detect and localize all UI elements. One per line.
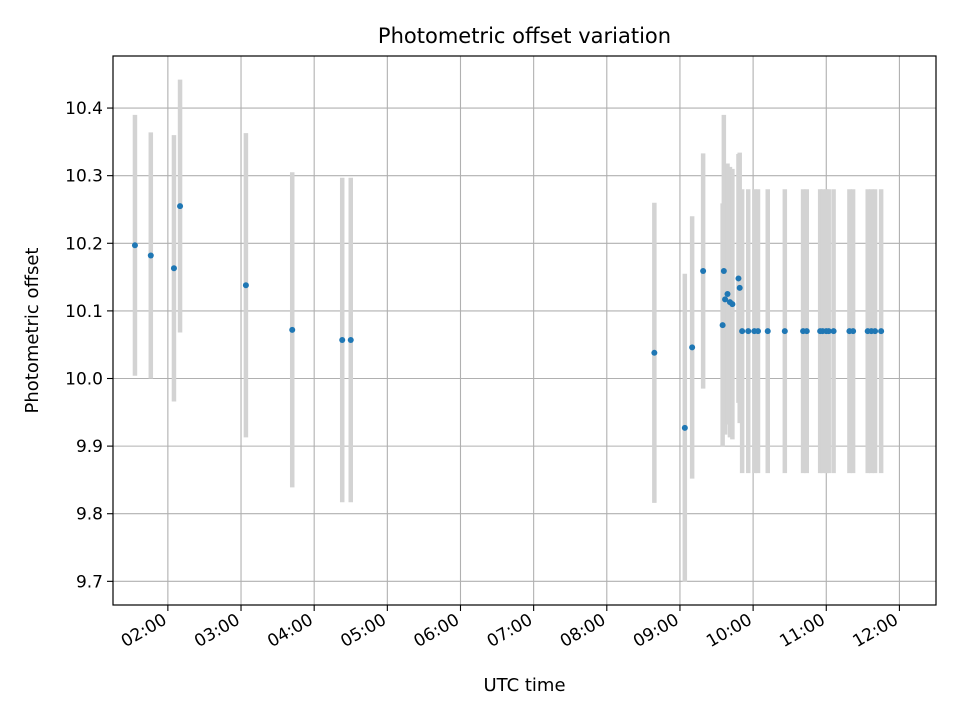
data-point: [872, 328, 879, 335]
data-point: [651, 349, 658, 356]
data-point: [781, 328, 788, 335]
data-point: [825, 328, 832, 335]
data-point: [722, 296, 729, 303]
y-axis-label: Photometric offset: [22, 248, 43, 414]
chart-title: Photometric offset variation: [378, 24, 671, 48]
data-point: [850, 328, 857, 335]
y-tick-label: 10.2: [65, 234, 103, 254]
y-axis-ticks: 9.7 9.8 9.9 10.0 10.1 10.2 10.3 10.4: [65, 99, 113, 592]
y-tick-label: 10.4: [65, 99, 103, 119]
y-tick-label: 9.9: [76, 437, 103, 457]
data-point: [347, 336, 354, 343]
y-tick-label: 10.1: [65, 302, 103, 322]
y-tick-label: 10.0: [65, 370, 103, 390]
data-point: [700, 268, 707, 275]
data-point: [339, 336, 346, 343]
marker-layer: [131, 203, 885, 431]
data-point: [720, 268, 727, 275]
data-point: [878, 328, 885, 335]
data-point: [719, 322, 726, 329]
y-tick-label: 9.8: [76, 505, 103, 525]
x-axis-label: UTC time: [483, 675, 565, 696]
data-point: [131, 242, 138, 249]
data-point: [739, 328, 746, 335]
data-point: [803, 328, 810, 335]
data-point: [736, 284, 743, 291]
data-point: [689, 344, 696, 351]
data-point: [242, 282, 249, 289]
data-point: [745, 328, 752, 335]
plot-frame: [112, 55, 937, 606]
data-point: [729, 301, 736, 308]
data-point: [177, 203, 184, 210]
data-point: [764, 328, 771, 335]
data-point: [147, 252, 154, 259]
y-tick-label: 10.3: [65, 167, 103, 187]
data-point: [735, 275, 742, 282]
data-point: [754, 328, 761, 335]
data-point: [681, 424, 688, 431]
data-point: [170, 265, 177, 272]
plot-area-background: [113, 56, 936, 605]
y-tick-label: 9.7: [76, 572, 103, 592]
data-point: [830, 328, 837, 335]
data-point: [289, 326, 296, 333]
data-point: [724, 290, 731, 297]
